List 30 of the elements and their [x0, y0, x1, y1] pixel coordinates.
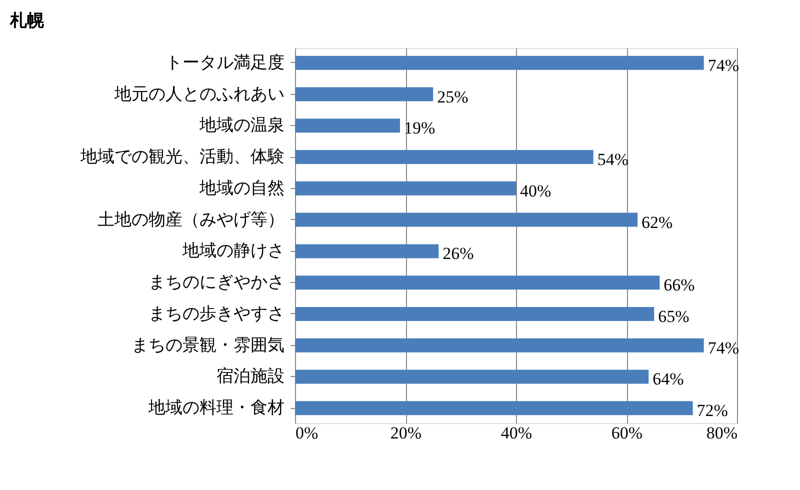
y-tick-label: 地域の温泉 — [198, 116, 284, 136]
data-label: 19% — [404, 118, 436, 138]
y-tick-label: 地元の人とのふれあい — [114, 84, 284, 104]
y-tick-label: 地域での観光、活動、体験 — [80, 147, 284, 168]
y-tick-label: まちの歩きやすさ — [148, 304, 284, 324]
x-tick-label: 80% — [706, 424, 738, 442]
data-label: 72% — [696, 401, 728, 420]
data-label: 25% — [437, 87, 468, 106]
y-tick-label: 地域の自然 — [198, 178, 284, 198]
text: 札幌 — [9, 11, 45, 31]
y-tick-label: 土地の物産（みやげ等） — [98, 210, 284, 230]
x-tick-label: 60% — [611, 424, 643, 442]
data-label: 26% — [442, 244, 474, 264]
data-label: 64% — [652, 370, 684, 389]
data-label: 40% — [520, 181, 552, 200]
y-tick-label: 地域の料理・食材 — [148, 398, 284, 418]
y-tick-label: トータル満足度 — [166, 52, 284, 73]
x-tick-label: 0% — [296, 424, 318, 442]
data-label: 74% — [708, 338, 740, 358]
data-label: 74% — [708, 56, 740, 75]
y-tick-label: まちのにぎやかさ — [148, 272, 284, 293]
y-tick-label: 宿泊施設 — [216, 366, 284, 387]
data-label: 54% — [597, 150, 629, 170]
data-label: 65% — [658, 306, 690, 326]
y-tick-label: 地域の静けさ — [182, 241, 284, 262]
x-tick-label: 20% — [390, 424, 422, 442]
data-label: 66% — [664, 276, 695, 295]
y-tick-label: まちの景観・雰囲気 — [132, 335, 284, 356]
data-label: 62% — [642, 212, 673, 232]
x-tick-label: 40% — [500, 424, 532, 442]
